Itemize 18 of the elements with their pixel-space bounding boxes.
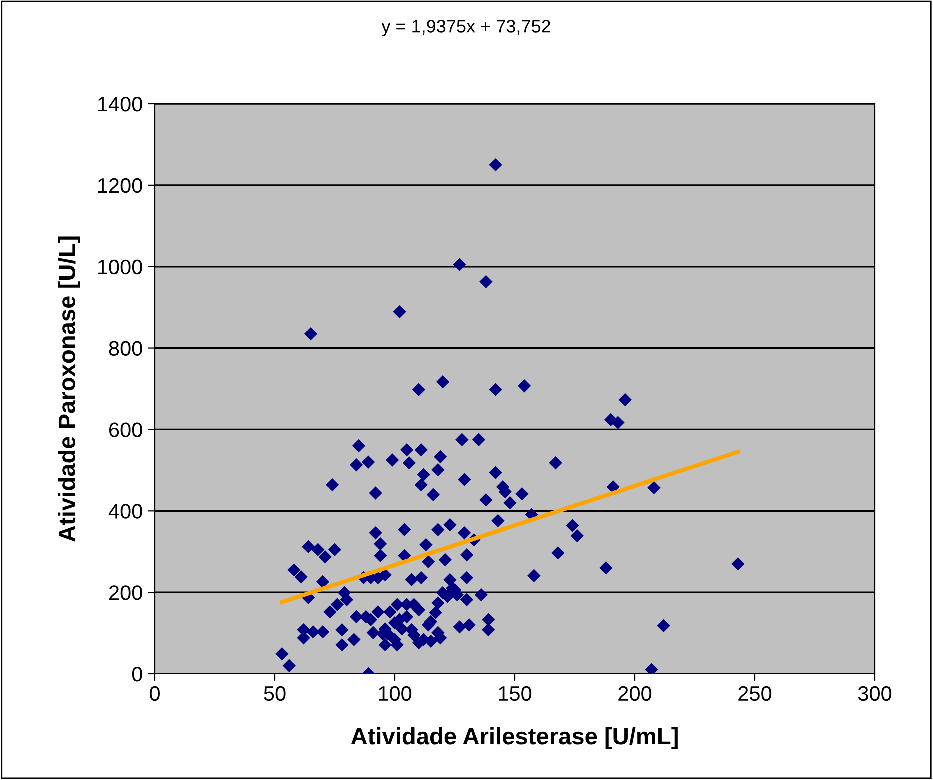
x-tick-label: 200 — [618, 686, 652, 702]
text: y = 1,9375x + 73,752 — [382, 20, 550, 36]
x-tick-label: 250 — [738, 686, 772, 702]
x-axis-title: Atividade Arilesterase [U/mL] — [351, 727, 678, 750]
y-tick-label: 800 — [109, 341, 142, 356]
x-tick-label: 100 — [379, 686, 412, 702]
y-axis-title: Atividade Paroxonase [U/L] — [58, 236, 80, 542]
y-tick-label: 1400 — [98, 97, 142, 112]
x-tick-label: 50 — [264, 686, 286, 702]
y-tick-label: 1000 — [98, 260, 142, 275]
y-tick-label: 600 — [109, 422, 142, 438]
x-tick-label: 0 — [150, 686, 160, 702]
x-tick-label: 150 — [499, 686, 532, 702]
y-tick-label: 1200 — [98, 178, 142, 194]
y-tick-label: 0 — [132, 667, 142, 682]
y-tick-label: 400 — [108, 504, 142, 519]
x-tick-label: 300 — [858, 686, 892, 702]
y-tick-label: 200 — [109, 586, 142, 600]
